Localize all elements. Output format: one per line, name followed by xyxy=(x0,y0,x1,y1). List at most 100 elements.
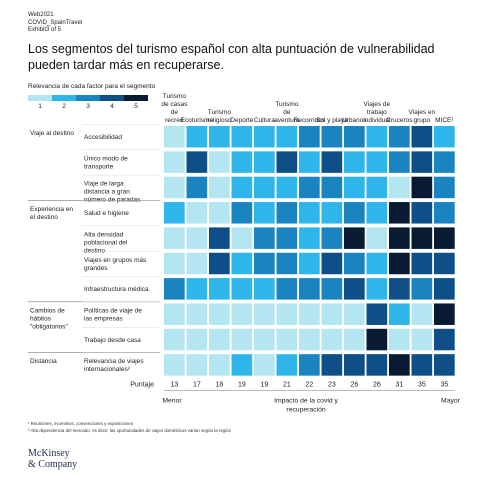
cell-r10-c10 xyxy=(366,354,388,376)
column-header-6: Turismo de aventura xyxy=(274,101,300,124)
cell-r2-c3 xyxy=(209,151,230,173)
heatmap-chart: Turismo de casas de recreoEcoturismoTurismo… xyxy=(28,93,461,413)
score-value-3: 18 xyxy=(215,381,223,388)
cell-r7-c3 xyxy=(209,278,230,300)
score-value-9: 26 xyxy=(350,381,358,388)
cell-r5-c4 xyxy=(231,227,253,249)
cell-r5-c6 xyxy=(276,227,298,249)
cell-r5-c8 xyxy=(321,227,343,249)
cell-r1-c3 xyxy=(209,126,230,148)
cell-r4-c12 xyxy=(411,202,433,224)
cell-r10-c4 xyxy=(231,354,253,376)
cell-r6-c1 xyxy=(164,252,185,275)
cell-r5-c3 xyxy=(209,227,230,249)
cell-r9-c7 xyxy=(299,328,320,351)
cell-r5-c11 xyxy=(389,227,410,249)
score-value-12: 35 xyxy=(418,381,426,388)
row-label-10: Relevancia de viajes internacionales² xyxy=(84,358,144,373)
cell-r9-c4 xyxy=(231,328,253,351)
group-label-3: Cambios de hábitos "obligatorios" xyxy=(30,307,69,330)
row-label-2: Único modo de transporte xyxy=(84,153,128,170)
cell-r5-c12 xyxy=(411,227,433,249)
cell-r4-c4 xyxy=(231,202,253,224)
header-line-1: Web2021 xyxy=(28,12,54,18)
cell-r8-c10 xyxy=(366,303,388,325)
cell-r10-c6 xyxy=(276,354,298,376)
row-label-3: Viaje de larga distancia a gran número de … xyxy=(84,181,141,204)
legend-swatch-3 xyxy=(76,95,100,101)
legend-label-4: 4 xyxy=(110,103,114,110)
score-value-2: 17 xyxy=(193,381,201,388)
cell-r1-c2 xyxy=(186,126,208,148)
cell-r8-c5 xyxy=(254,303,275,325)
cell-r10-c11 xyxy=(389,354,410,376)
cell-r7-c2 xyxy=(186,278,208,300)
cell-r3-c6 xyxy=(276,176,298,199)
cell-r9-c9 xyxy=(344,328,365,351)
exhibit-header: Web2021 COVID_SpainTravel Exhibit3 of 5 xyxy=(28,12,82,35)
cell-r8-c8 xyxy=(321,303,343,325)
footnote-2: ² Alta dependencia del mercado, es decir… xyxy=(28,428,232,433)
cell-r7-c12 xyxy=(411,278,433,300)
row-label-7: Infraestructura médica xyxy=(84,286,149,293)
cell-r7-c10 xyxy=(366,278,388,300)
cell-r2-c12 xyxy=(411,151,433,173)
cell-r5-c2 xyxy=(186,227,208,249)
cell-r4-c5 xyxy=(254,202,275,224)
cell-r4-c1 xyxy=(164,202,185,224)
cell-r2-c13 xyxy=(434,151,455,173)
cell-r1-c9 xyxy=(344,126,365,148)
cell-r3-c9 xyxy=(344,176,365,199)
column-header-2: Ecoturismo xyxy=(181,117,214,124)
group-label-2: Experiencia en el destino xyxy=(30,206,73,221)
cell-r9-c3 xyxy=(209,328,230,351)
row-label-4: Salud e higiene xyxy=(84,210,129,217)
legend-label-1: 1 xyxy=(38,103,42,110)
score-value-6: 21 xyxy=(283,381,291,388)
cell-r3-c7 xyxy=(299,176,320,199)
cell-r4-c6 xyxy=(276,202,298,224)
cell-r10-c12 xyxy=(411,354,433,376)
legend-title: Relevancia de cada factor para el segmen… xyxy=(28,83,156,90)
axis-high-label: Mayor xyxy=(441,397,461,404)
cell-r4-c11 xyxy=(389,202,410,224)
legend-swatch-5 xyxy=(124,95,148,101)
column-header-8: Sol y playa xyxy=(316,117,348,124)
cell-r10-c2 xyxy=(186,354,208,376)
cell-r4-c8 xyxy=(321,202,343,224)
cell-r5-c5 xyxy=(254,227,275,249)
cell-r4-c9 xyxy=(344,202,365,224)
cell-r7-c13 xyxy=(434,278,455,300)
column-header-13: MICE¹ xyxy=(435,117,454,124)
cell-r2-c4 xyxy=(231,151,253,173)
cell-r4-c3 xyxy=(209,202,230,224)
cell-r1-c12 xyxy=(411,126,433,148)
legend-label-5: 5 xyxy=(134,103,138,110)
cell-r6-c8 xyxy=(321,252,343,275)
mckinsey-logo: McKinsey & Company xyxy=(28,448,77,470)
cell-r8-c7 xyxy=(299,303,320,325)
cell-r9-c10 xyxy=(366,328,388,351)
cell-r7-c9 xyxy=(344,278,365,300)
axis-mid-label: Impacto de la covid y recuperación xyxy=(274,397,338,413)
color-legend xyxy=(28,95,148,101)
logo-line-1: McKinsey xyxy=(28,448,70,459)
cell-r6-c13 xyxy=(434,252,455,275)
cell-r5-c7 xyxy=(299,227,320,249)
cell-r1-c13 xyxy=(434,126,455,148)
score-value-13: 35 xyxy=(440,381,448,388)
cell-r7-c5 xyxy=(254,278,275,300)
cell-r6-c10 xyxy=(366,252,388,275)
cell-r1-c8 xyxy=(321,126,343,148)
cell-r10-c1 xyxy=(164,354,185,376)
cell-r5-c13 xyxy=(434,227,455,249)
cell-r4-c13 xyxy=(434,202,455,224)
cell-r2-c6 xyxy=(276,151,298,173)
cell-r2-c9 xyxy=(344,151,365,173)
cell-r2-c2 xyxy=(186,151,208,173)
column-header-4: Deporte xyxy=(230,117,254,124)
cell-r8-c2 xyxy=(186,303,208,325)
header-line-3: Exhibit3 of 5 xyxy=(28,27,62,33)
cell-r5-c1 xyxy=(164,227,185,249)
cell-r10-c13 xyxy=(434,354,455,376)
